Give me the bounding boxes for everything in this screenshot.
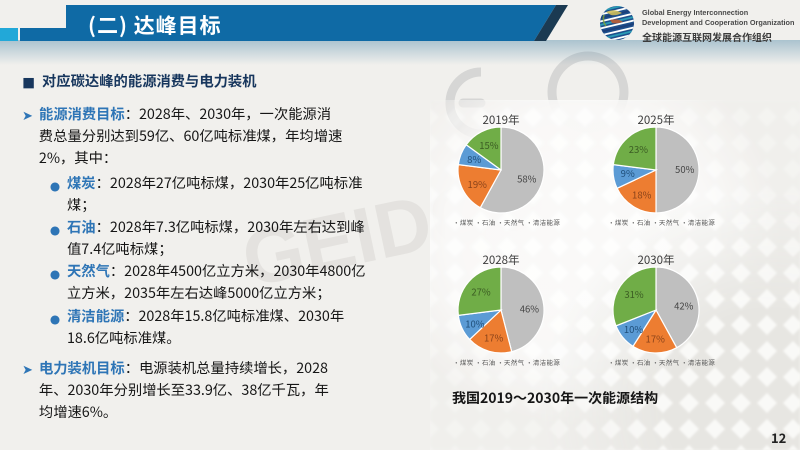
svg-text:23%: 23% [629, 142, 649, 156]
svg-text:8%: 8% [467, 152, 481, 166]
svg-text:2025年: 2025年 [637, 112, 674, 128]
svg-text:10%: 10% [465, 316, 485, 330]
svg-text:2019年: 2019年 [482, 112, 519, 128]
svg-text:27%: 27% [471, 284, 491, 298]
svg-text:10%: 10% [624, 322, 644, 336]
svg-text:50%: 50% [675, 162, 695, 176]
svg-text:2028年: 2028年 [482, 252, 519, 268]
svg-text:2030年: 2030年 [637, 252, 674, 268]
svg-text:31%: 31% [624, 287, 644, 301]
svg-text:18%: 18% [632, 188, 652, 202]
svg-text:17%: 17% [646, 332, 666, 346]
svg-text:9%: 9% [621, 166, 635, 180]
svg-text:19%: 19% [468, 177, 488, 191]
svg-text:17%: 17% [484, 331, 504, 345]
svg-text:58%: 58% [517, 172, 537, 186]
svg-text:15%: 15% [479, 138, 499, 152]
svg-text:46%: 46% [520, 302, 540, 316]
svg-text:42%: 42% [674, 298, 694, 312]
